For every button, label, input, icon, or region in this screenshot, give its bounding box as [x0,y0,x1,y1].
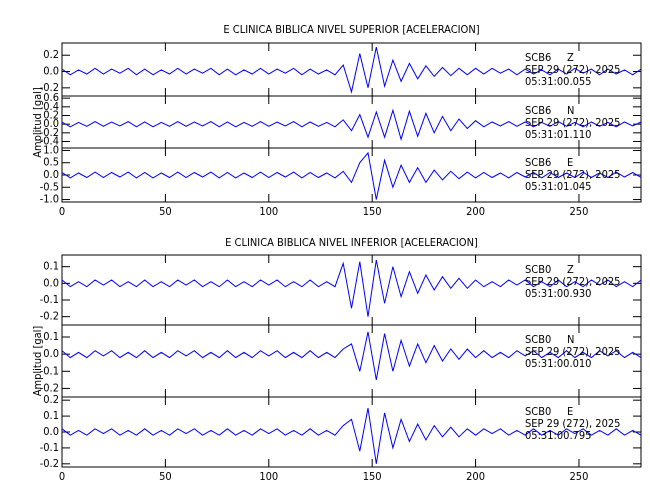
component-label: E [567,156,573,169]
station-label: SCB6 [525,156,551,169]
y-tick-label: -0.2 [40,81,59,94]
time-label: 05:31:01.110 [525,128,591,141]
chart-title: E CLINICA BIBLICA NIVEL SUPERIOR [ACELER… [223,23,479,36]
y-tick-label: 0.0 [43,347,59,360]
y-tick-label: 0.2 [43,48,59,61]
y-tick-label: 0.4 [43,100,59,113]
y-tick-label: 0.1 [43,409,59,422]
waveform [61,408,642,464]
station-label: SCB0 [525,405,551,418]
x-tick-label: 150 [363,470,382,483]
waveform [61,46,642,94]
y-tick-label: -0.2 [40,381,59,394]
time-label: 05:31:00.055 [525,75,591,88]
x-tick-label: 250 [570,470,589,483]
y-tick-label: -0.2 [40,126,59,139]
x-tick-label: 0 [59,470,65,483]
date-label: SEP 29 (272), 2025 [525,345,620,358]
y-tick-label: -0.1 [40,441,59,454]
y-tick-label: 0.0 [43,276,59,289]
y-tick-label: 0.1 [43,260,59,273]
x-tick-label: 0 [59,205,65,218]
y-tick-label: 0.0 [43,168,59,181]
x-tick-label: 150 [363,205,382,218]
y-tick-label: -0.2 [40,310,59,323]
y-tick-label: 0.2 [43,393,59,406]
x-tick-label: 200 [466,205,485,218]
station-label: SCB6 [525,104,551,117]
y-tick-label: -1.0 [40,193,59,206]
component-label: E [567,405,573,418]
station-label: SCB0 [525,333,551,346]
waveform [61,259,642,317]
waveform [61,151,642,200]
waveform [61,108,642,142]
y-tick-label: 0.2 [43,109,59,122]
y-tick-label: 0.1 [43,330,59,343]
time-label: 05:31:00.795 [525,429,591,442]
y-tick-label: 0.0 [43,425,59,438]
date-label: SEP 29 (272), 2025 [525,63,620,76]
y-tick-label: -0.2 [40,457,59,470]
y-tick-label: 0.0 [43,117,59,130]
x-tick-label: 50 [159,470,172,483]
date-label: SEP 29 (272), 2025 [525,417,620,430]
y-tick-label: -0.1 [40,293,59,306]
component-label: N [567,104,574,117]
y-tick-label: -0.4 [40,135,59,148]
component-label: Z [567,51,574,64]
y-tick-label: -0.1 [40,364,59,377]
chart-title: E CLINICA BIBLICA NIVEL INFERIOR [ACELER… [225,236,478,249]
date-label: SEP 29 (272), 2025 [525,275,620,288]
y-tick-label: 1.0 [43,143,59,156]
y-axis-label: Amplitud [gal] [31,326,44,397]
x-tick-label: 50 [159,205,172,218]
y-tick-label: 0.5 [43,156,59,169]
waveform [61,331,642,380]
time-label: 05:31:00.010 [525,357,591,370]
x-tick-label: 100 [259,205,278,218]
x-tick-label: 250 [570,205,589,218]
y-tick-label: 0.6 [43,91,59,104]
x-tick-label: 200 [466,470,485,483]
component-label: Z [567,263,574,276]
y-axis-label: Amplitud [gal] [31,87,44,158]
y-tick-label: -0.5 [40,180,59,193]
time-label: 05:31:01.045 [525,180,591,193]
component-label: N [567,333,574,346]
station-label: SCB6 [525,51,551,64]
y-tick-label: 0.0 [43,65,59,78]
station-label: SCB0 [525,263,551,276]
date-label: SEP 29 (272), 2025 [525,116,620,129]
date-label: SEP 29 (272), 2025 [525,168,620,181]
time-label: 05:31:00.930 [525,287,591,300]
x-tick-label: 100 [259,470,278,483]
